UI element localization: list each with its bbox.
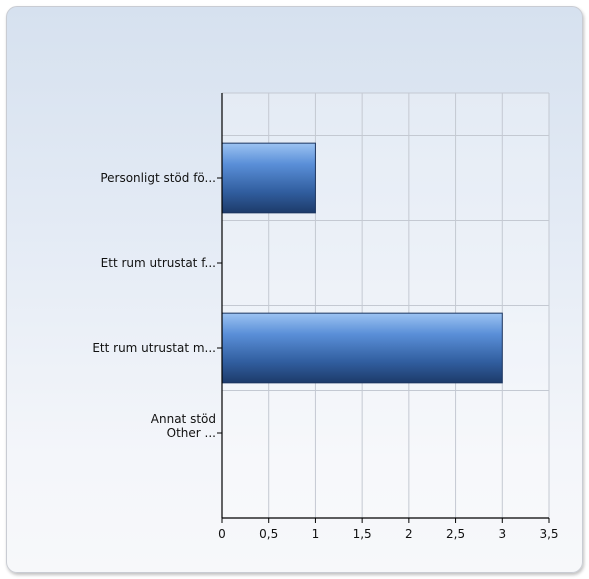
x-tick-label: 2 — [405, 527, 413, 541]
bar — [221, 312, 503, 384]
x-tick-label: 0,5 — [259, 527, 278, 541]
x-tick-label: 2,5 — [446, 527, 465, 541]
y-tick-label: Ett rum utrustat m... — [92, 341, 216, 355]
x-tick-label: 3 — [498, 527, 506, 541]
x-tick-label: 0 — [218, 527, 226, 541]
x-tick-label: 1 — [312, 527, 320, 541]
chart-panel — [6, 6, 583, 573]
tick-labels: 0 0,5 1 1,5 2 2,5 3 3,5 Personligt stöd fö... Ett… — [92, 171, 558, 541]
y-tick-label: Ett rum utrustat f... — [101, 256, 216, 270]
bars — [221, 142, 503, 384]
y-tick-label: Personligt stöd fö... — [100, 171, 216, 185]
axes — [217, 93, 550, 523]
x-tick-label: 1,5 — [353, 527, 372, 541]
bar — [221, 142, 316, 214]
y-tick-label: Annat stöd — [151, 412, 216, 426]
y-tick-label: Other ... — [167, 426, 216, 440]
gridlines — [222, 92, 550, 518]
x-tick-label: 3,5 — [539, 527, 558, 541]
